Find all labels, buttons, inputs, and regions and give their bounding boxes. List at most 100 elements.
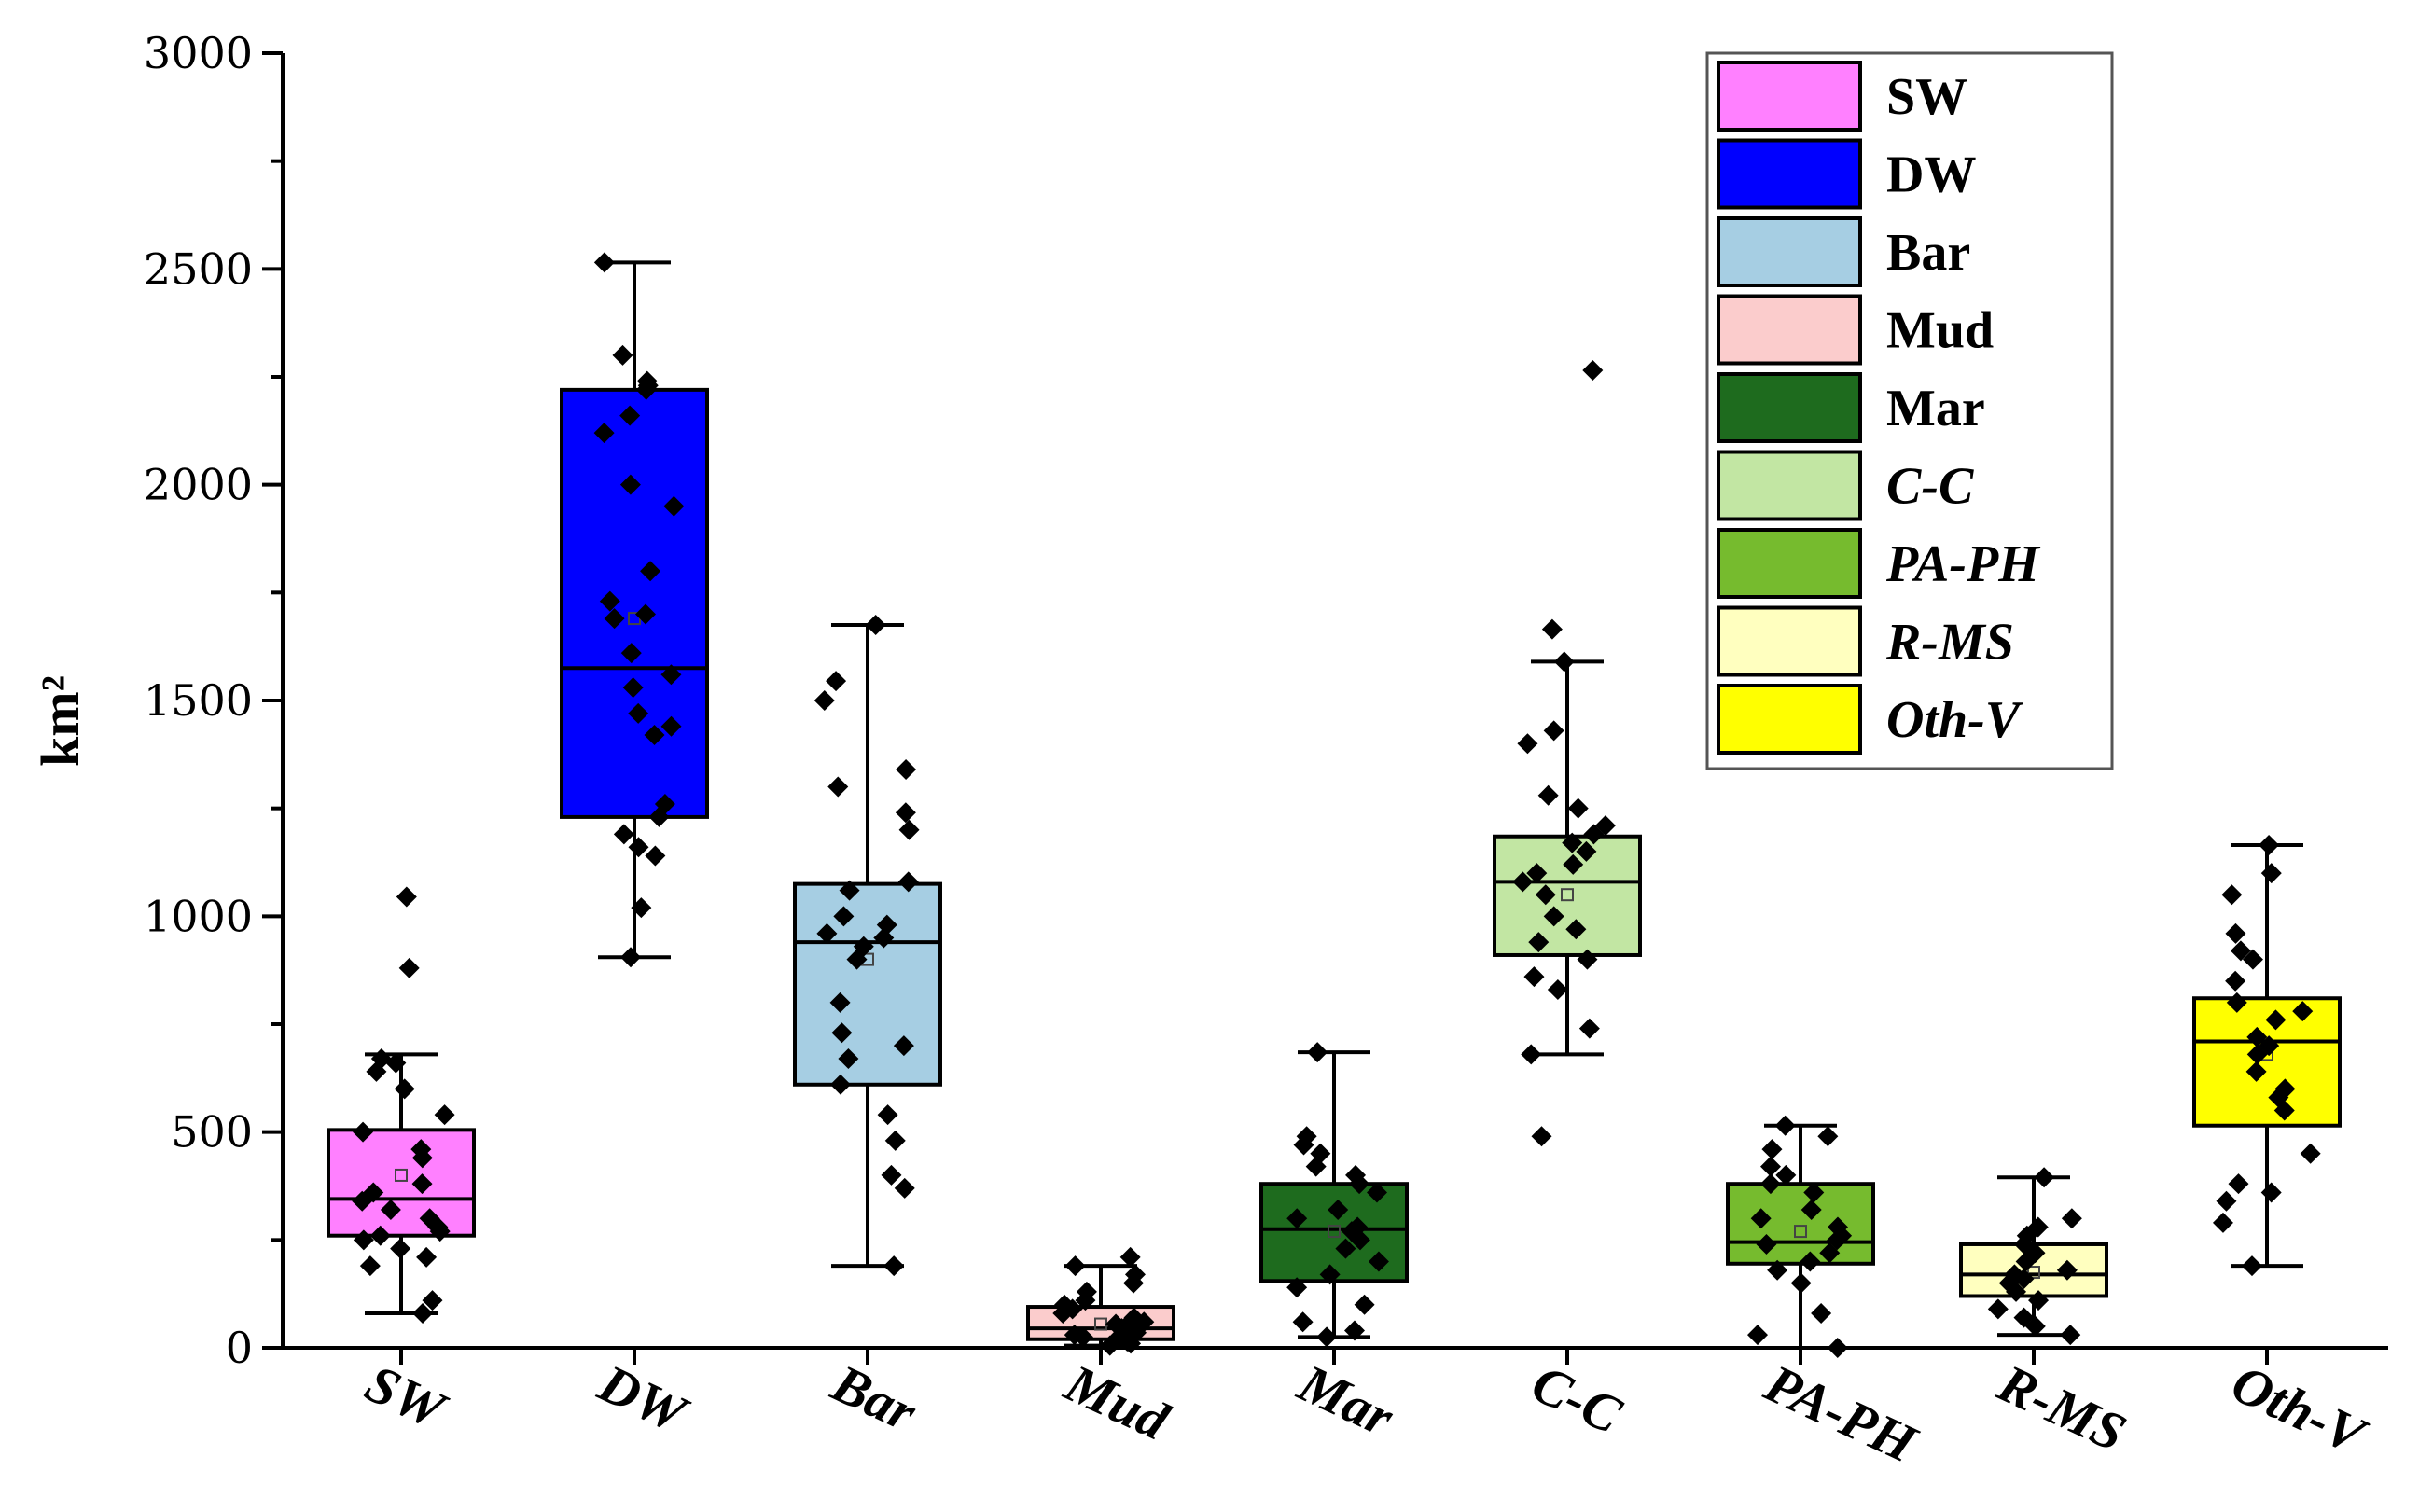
data-point bbox=[1368, 1251, 1389, 1272]
data-point bbox=[833, 906, 855, 927]
data-point bbox=[896, 759, 917, 781]
data-point bbox=[2230, 940, 2251, 962]
data-point bbox=[2292, 1001, 2314, 1022]
data-point bbox=[1310, 1143, 1331, 1164]
data-point bbox=[1537, 784, 1559, 806]
data-point bbox=[1354, 1294, 1375, 1315]
data-point bbox=[1800, 1251, 1821, 1272]
data-point bbox=[826, 671, 847, 692]
data-point bbox=[1565, 919, 1587, 940]
data-point bbox=[593, 423, 615, 444]
data-point bbox=[1562, 832, 1583, 853]
legend-swatch-Oth-V bbox=[1717, 684, 1862, 755]
data-point bbox=[380, 1199, 401, 1220]
data-point bbox=[1344, 1320, 1366, 1341]
data-point bbox=[1319, 1264, 1341, 1285]
data-point bbox=[1345, 1164, 1367, 1186]
data-point bbox=[1124, 1264, 1146, 1285]
y-tick-label: 1500 bbox=[144, 675, 253, 726]
data-point bbox=[1286, 1277, 1308, 1298]
data-point bbox=[2013, 1307, 2035, 1328]
x-tick-label: R-MS bbox=[1989, 1352, 2135, 1463]
data-point bbox=[881, 1164, 902, 1186]
data-point bbox=[434, 1104, 455, 1126]
data-point bbox=[631, 897, 652, 919]
data-point bbox=[660, 715, 682, 737]
data-point bbox=[883, 1255, 905, 1277]
data-point bbox=[1512, 871, 1534, 893]
points-layer bbox=[352, 252, 2321, 1358]
data-point bbox=[396, 886, 417, 908]
mean-marker bbox=[1561, 888, 1574, 902]
data-point bbox=[1543, 906, 1564, 927]
data-point bbox=[829, 992, 851, 1013]
data-point bbox=[1547, 978, 1568, 1000]
iqr-box bbox=[327, 1128, 476, 1238]
data-point bbox=[813, 690, 835, 711]
data-point bbox=[604, 608, 625, 630]
data-point bbox=[593, 252, 615, 273]
legend-swatch-Mar bbox=[1717, 372, 1862, 443]
box-Bar bbox=[793, 623, 942, 1269]
data-point bbox=[827, 776, 849, 798]
data-point bbox=[628, 702, 649, 724]
x-tick-label: DW bbox=[590, 1352, 698, 1445]
data-point bbox=[1746, 1325, 1768, 1346]
data-point bbox=[838, 1048, 859, 1070]
box-Mud bbox=[1026, 1264, 1175, 1348]
data-point bbox=[1307, 1042, 1328, 1063]
data-point bbox=[412, 1302, 434, 1324]
data-point bbox=[411, 1173, 433, 1195]
data-point bbox=[1541, 618, 1563, 640]
data-point bbox=[599, 590, 620, 612]
points-R-MS bbox=[1987, 1167, 2082, 1346]
iqr-box bbox=[2192, 996, 2342, 1128]
data-point bbox=[369, 1225, 391, 1246]
data-point bbox=[1296, 1126, 1317, 1147]
data-point bbox=[897, 871, 919, 893]
legend-label-SW: SW bbox=[1886, 68, 1967, 126]
data-point bbox=[1756, 1233, 1777, 1255]
data-point bbox=[1123, 1307, 1145, 1328]
data-point bbox=[1076, 1281, 1097, 1302]
iqr-box bbox=[1026, 1305, 1175, 1341]
data-point bbox=[1367, 1182, 1388, 1203]
data-point bbox=[1827, 1338, 1848, 1358]
data-point bbox=[1817, 1126, 1839, 1147]
data-point bbox=[1750, 1208, 1772, 1229]
data-point bbox=[1803, 1182, 1825, 1203]
data-point bbox=[1563, 853, 1584, 875]
data-point bbox=[645, 845, 666, 867]
data-point bbox=[1790, 1272, 1812, 1294]
data-point bbox=[1553, 651, 1575, 673]
iqr-box bbox=[1493, 834, 1642, 957]
data-point bbox=[2212, 1212, 2233, 1233]
data-point bbox=[1054, 1294, 1076, 1315]
data-point bbox=[635, 603, 657, 625]
data-point bbox=[1517, 733, 1538, 755]
data-point bbox=[2216, 1190, 2237, 1212]
legend-label-R-MS: R-MS bbox=[1885, 614, 2014, 672]
points-DW bbox=[593, 252, 685, 968]
legend: SW DW Bar Mud Mar C-C PA-PH R-MS Oth-V bbox=[1705, 51, 2114, 770]
data-point bbox=[620, 947, 642, 968]
data-point bbox=[612, 344, 633, 366]
data-point bbox=[853, 936, 874, 957]
y-tick-label: 1000 bbox=[144, 891, 253, 941]
legend-swatch-SW bbox=[1717, 61, 1862, 132]
data-point bbox=[2274, 1078, 2296, 1100]
box-DW bbox=[560, 260, 709, 960]
data-point bbox=[353, 1121, 374, 1143]
y-tick-label: 0 bbox=[226, 1323, 253, 1373]
data-point bbox=[2060, 1325, 2081, 1346]
y-tick-label: 2000 bbox=[144, 460, 253, 510]
data-point bbox=[1594, 815, 1616, 837]
legend-swatch-C-C bbox=[1717, 450, 1862, 521]
iqr-box bbox=[793, 881, 942, 1087]
legend-swatch-R-MS bbox=[1717, 605, 1862, 677]
box-PA-PH bbox=[1726, 1123, 1875, 1350]
data-point bbox=[1526, 863, 1548, 884]
data-point bbox=[1811, 1302, 1832, 1324]
x-tick-label: Bar bbox=[823, 1352, 926, 1443]
data-point bbox=[816, 922, 838, 944]
